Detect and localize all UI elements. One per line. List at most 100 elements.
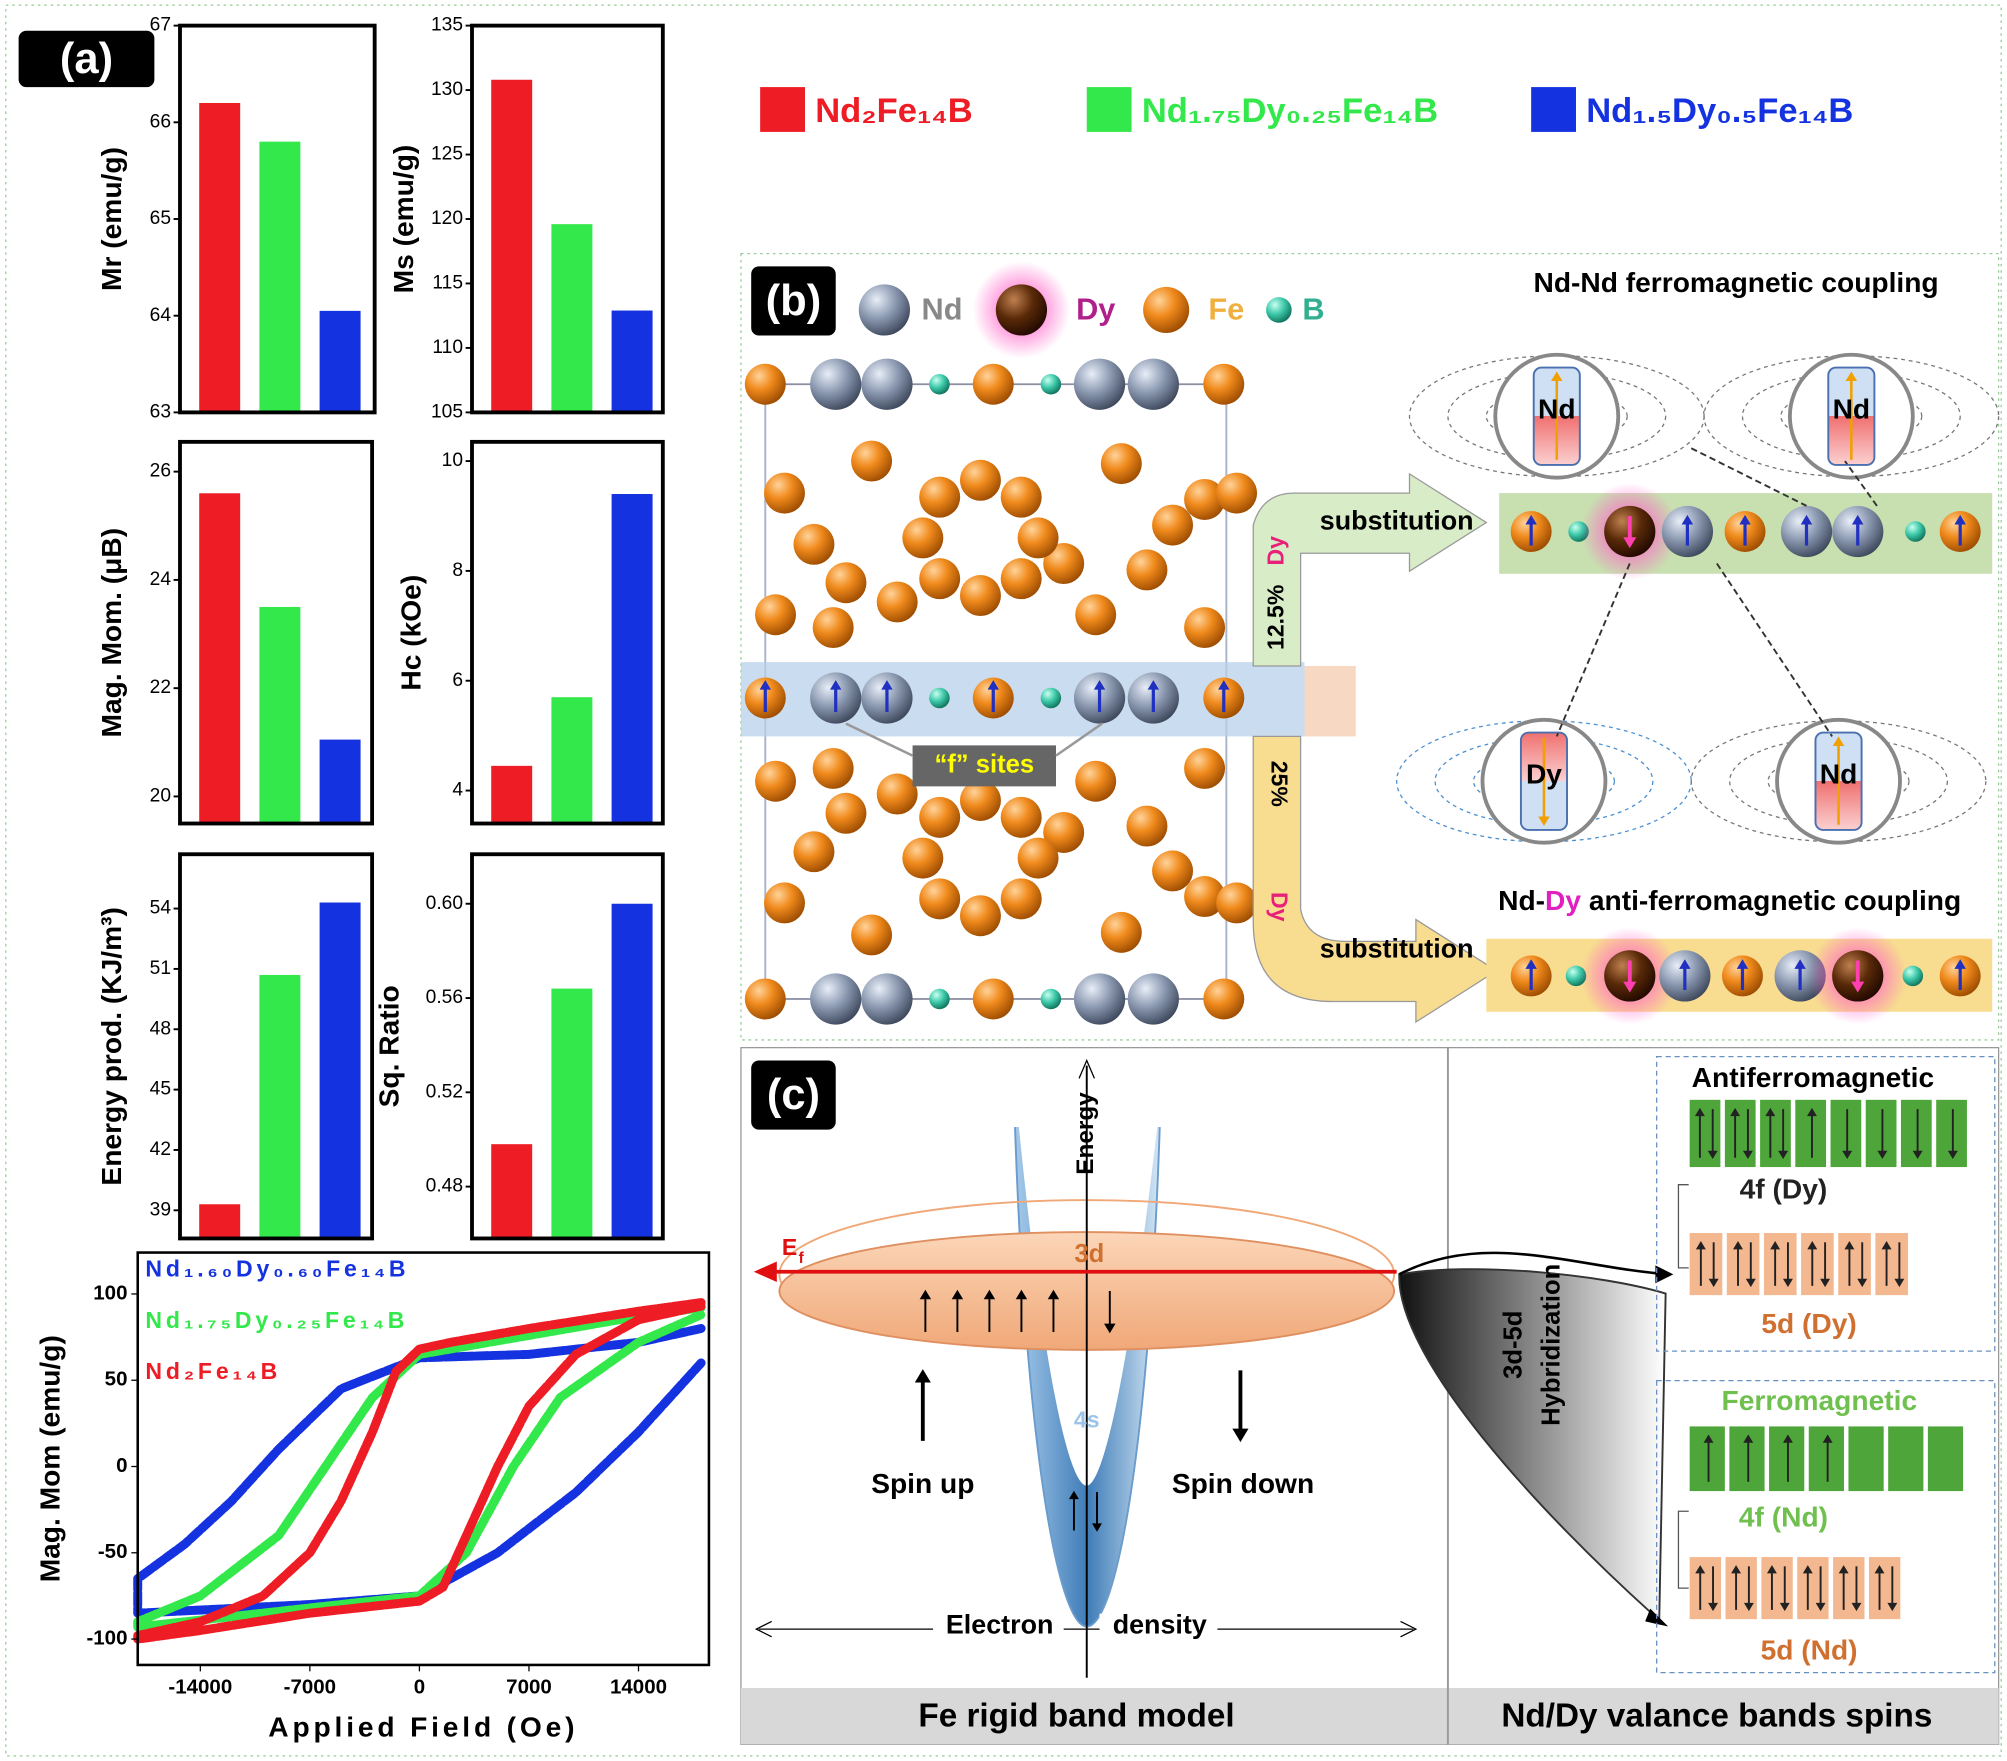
spin-arrow-head [987,680,999,690]
label: Nd [922,291,963,326]
spin-arrow-head [1707,1150,1718,1160]
y-tick-label: 10 [442,450,463,471]
spin-arrow-head [1730,1107,1741,1117]
spin-arrow-head [1782,1434,1793,1443]
spin-arrow-head [1807,1241,1818,1250]
atom [755,760,797,802]
atom [929,988,950,1010]
y-tick-label: 42 [150,1139,171,1160]
hybridization-arrow [1398,1251,1670,1276]
orbital-cell [1727,1424,1767,1494]
atom [1126,805,1168,847]
spin-arrow-head [1912,1150,1923,1160]
y-tick-label: 20 [150,786,171,807]
legend-entry: Nd₁.₇₅Dy₀.₂₅Fe₁₄B [145,1307,408,1333]
atom [861,358,913,410]
atom [1100,443,1142,485]
label: 5d (Dy) [1761,1307,1856,1339]
orbital-cell [1846,1424,1886,1494]
atom [1000,796,1042,838]
dopant-label: Dy [1266,892,1292,922]
spin-arrow-head [1766,1565,1777,1574]
label: (b) [766,277,822,325]
spin-arrow-head [759,680,772,690]
label: Nd [1833,393,1871,425]
spin-arrow-head [1947,1150,1958,1160]
orbital-cell [1687,1555,1723,1622]
panel-label-bg [18,30,155,88]
substitution-arrow [1252,735,1498,1024]
plot-frame [470,852,665,1241]
atom [902,837,944,879]
label: Dy [1076,291,1115,326]
label: substitution [1320,933,1474,963]
atom [1017,517,1059,559]
dopant-label: Dy [1263,536,1289,566]
spin-arrow-head [1104,1323,1116,1334]
atom [851,440,893,482]
atom [1073,973,1126,1025]
orbital-cell [1762,1231,1799,1298]
spin-arrow-head [914,1369,931,1383]
orbital-cell [1723,1555,1759,1622]
atom [764,882,805,924]
spin-arrow-head [1832,736,1845,747]
bar [551,224,593,413]
spin-arrow-head [1745,1278,1756,1288]
spin-arrow-head [1851,981,1865,993]
atom [1073,358,1126,410]
orbital-cell [1722,1097,1758,1169]
legend-swatch [1531,87,1576,132]
percent-label: 12.5% [1263,585,1289,650]
atom [825,792,867,834]
atom [1216,882,1258,924]
y-tick-label: 50 [105,1368,128,1391]
f-site-tag [912,745,1057,787]
spin-arrow-head [1525,514,1537,525]
figure-border [5,4,2002,1757]
spin-arrow-head [1800,514,1813,525]
atom [929,687,950,709]
y-tick-label: 54 [150,898,172,919]
orbital-cell [1867,1555,1903,1622]
bar [491,1144,533,1239]
bar [491,79,533,413]
spin-arrow-head [1232,1428,1249,1443]
label: Dy [1526,758,1562,790]
atom [1000,878,1042,920]
label: Spin down [1172,1467,1314,1499]
spin-arrow-head [1802,1565,1813,1574]
spin-arrow-head [1147,680,1160,690]
atom [1127,973,1179,1025]
spin-arrow-head [1954,959,1966,969]
label: Ferromagnetic [1722,1384,1918,1416]
spin-arrow-head [1736,959,1749,969]
label: E [782,1234,797,1260]
y-tick-label: 63 [150,401,171,422]
atom [1075,594,1117,636]
atom [744,363,786,405]
y-tick-label: 65 [150,208,171,229]
atom [959,895,1001,937]
y-tick-label: 48 [150,1018,171,1039]
x-tick-label: -14000 [168,1675,232,1698]
label: density [1113,1610,1207,1640]
y-tick-label: 115 [432,273,463,294]
spin-arrow-head [1742,1150,1753,1160]
spin-arrow-head [1887,1602,1898,1612]
bracket [1677,1184,1689,1269]
plot-frame [178,852,375,1241]
orbital-cell [1806,1424,1846,1494]
orbital-cell [1828,1097,1864,1169]
spin-arrow-head [1679,959,1691,969]
bar [319,310,361,413]
spin-arrow-head [829,680,842,690]
atom [1152,850,1194,892]
spin-arrow-head [1708,1278,1719,1288]
y-tick-label: 4 [452,780,463,801]
bar [491,765,533,824]
orbital-cell [1758,1097,1793,1169]
axis-text-bg [1099,1613,1218,1645]
label: “f” sites [934,751,1034,779]
